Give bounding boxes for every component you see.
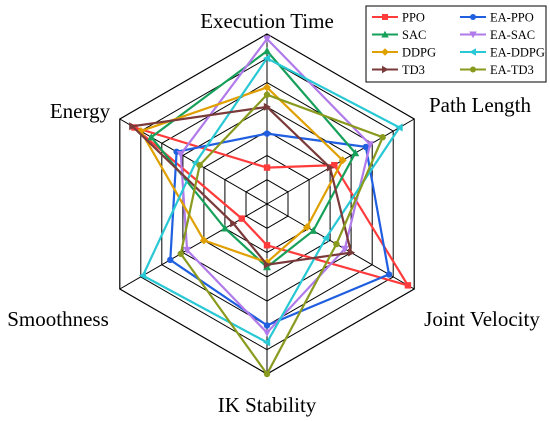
point-ea-sac-5 (176, 151, 185, 159)
axis-label-path-length: Path Length (429, 93, 532, 117)
point-sac-4 (220, 224, 229, 232)
legend-marker-sac (381, 30, 389, 38)
legend-marker-ea-td3 (470, 66, 476, 73)
point-ea-ddpg-2 (321, 234, 330, 242)
point-ppo-3 (263, 242, 271, 249)
point-ea-td3-3 (263, 370, 271, 378)
point-ppo-2 (404, 282, 412, 289)
axis-label-joint-velocity: Joint Velocity (424, 307, 540, 331)
series-line-ea-sac (179, 37, 372, 335)
legend-label-ea-sac: EA-SAC (490, 28, 535, 42)
series-ea-ppo (167, 130, 393, 329)
series-ea-td3 (177, 91, 386, 378)
axis-label-energy: Energy (50, 99, 111, 123)
axis-label-execution-time: Execution Time (200, 9, 334, 33)
legend-marker-td3 (382, 65, 389, 74)
legend-label-ea-ddpg: EA-DDPG (490, 46, 545, 60)
axis-labels: Execution Time Path Length Joint Velocity I… (7, 9, 540, 417)
legend-label-ddpg: DDPG (402, 46, 436, 60)
legend: PPO EA-PPO SAC EA-SAC DDPG EA-DDPG TD3 EA-TD3 (365, 5, 547, 83)
point-ddpg-1 (338, 156, 347, 165)
point-ea-sac-4 (183, 246, 192, 255)
point-ea-td3-1 (379, 134, 386, 141)
point-ea-ppo-2 (385, 271, 393, 278)
legend-marker-ddpg (381, 48, 389, 56)
legend-marker-ea-sac (469, 31, 477, 39)
point-ea-sac-1 (366, 141, 375, 149)
point-ea-ppo-0 (263, 130, 271, 137)
point-sac-2 (309, 226, 318, 234)
legend-label-ea-td3: EA-TD3 (490, 63, 534, 77)
legend-label-ppo: PPO (402, 11, 425, 25)
point-sac-5 (147, 133, 156, 141)
legend-marker-ea-ppo (470, 14, 476, 20)
legend-label-td3: TD3 (402, 63, 425, 77)
legend-item-ea-sac: EA-SAC (460, 28, 535, 42)
legend-item-ddpg: DDPG (372, 46, 436, 60)
legend-marker-ppo (382, 14, 388, 20)
point-ppo-0 (263, 164, 271, 171)
point-td3-1 (326, 163, 335, 172)
point-ea-ddpg-1 (395, 123, 403, 132)
point-td3-5 (129, 122, 137, 131)
point-sac-1 (351, 149, 360, 157)
series-ea-sac (176, 35, 375, 337)
legend-item-ea-td3: EA-TD3 (460, 63, 534, 77)
point-ea-sac-3 (263, 329, 271, 337)
series-layer (129, 35, 412, 378)
point-td3-4 (230, 219, 238, 228)
axis-label-smoothness: Smoothness (7, 307, 109, 331)
point-ea-ppo-4 (167, 256, 174, 264)
legend-item-sac: SAC (372, 28, 426, 42)
point-ea-ppo-3 (263, 322, 271, 329)
point-td3-3 (263, 260, 271, 269)
point-ea-ddpg-4 (138, 271, 147, 280)
point-ea-td3-0 (263, 91, 271, 98)
series-ea-ddpg (138, 54, 403, 347)
legend-label-ea-ppo: EA-PPO (490, 11, 534, 25)
legend-item-td3: TD3 (372, 63, 425, 77)
point-ea-td3-4 (177, 250, 184, 257)
point-td3-0 (263, 102, 271, 111)
point-ddpg-2 (303, 223, 311, 232)
point-ea-ddpg-0 (263, 54, 271, 63)
legend-item-ppo: PPO (372, 11, 425, 25)
legend-marker-ea-ddpg (469, 48, 476, 56)
series-line-td3 (130, 105, 353, 266)
series-td3 (129, 102, 356, 269)
point-ea-sac-0 (263, 35, 271, 43)
point-ppo-4 (238, 215, 245, 222)
point-ddpg-0 (263, 83, 271, 92)
spoke-5 (119, 118, 268, 205)
point-sac-0 (263, 47, 271, 55)
point-ppo-1 (331, 161, 338, 169)
legend-label-sac: SAC (402, 28, 426, 42)
point-ea-td3-5 (196, 161, 203, 169)
legend-item-ea-ppo: EA-PPO (460, 11, 534, 25)
point-ddpg-4 (199, 236, 208, 245)
point-ea-ppo-1 (362, 143, 370, 151)
legend-item-ea-ddpg: EA-DDPG (460, 46, 545, 60)
axis-label-ik-stability: IK Stability (218, 393, 317, 417)
point-ea-ddpg-3 (263, 338, 271, 347)
point-ea-td3-2 (333, 240, 340, 248)
point-td3-2 (347, 248, 356, 257)
point-ea-sac-2 (340, 245, 349, 253)
